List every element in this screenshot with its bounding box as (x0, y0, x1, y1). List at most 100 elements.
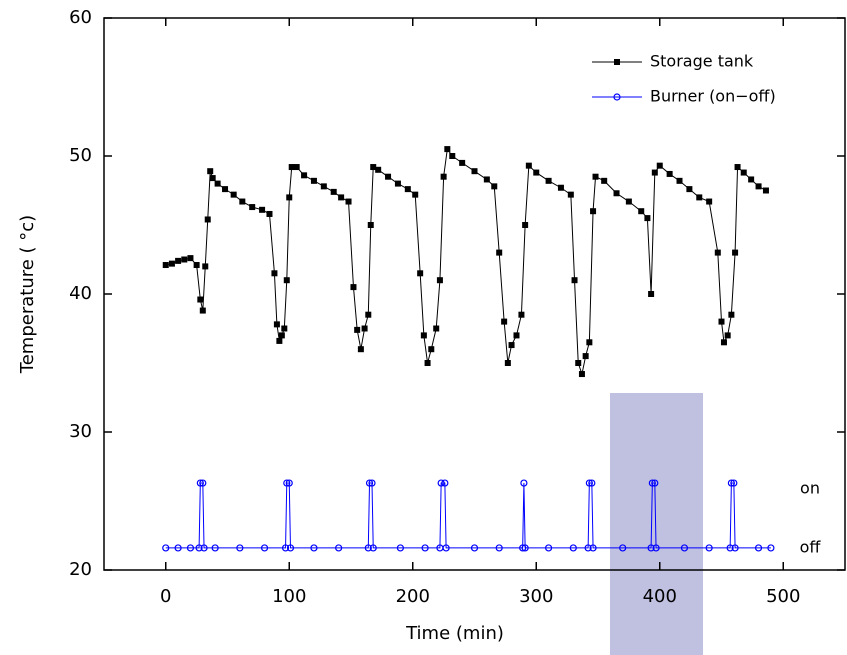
data-point (249, 204, 256, 211)
data-point (276, 337, 283, 344)
data-point (196, 479, 204, 487)
data-point (533, 169, 540, 176)
data-point (666, 170, 673, 177)
data-point (714, 249, 721, 256)
data-point (365, 479, 374, 487)
data-point (731, 544, 739, 552)
data-point (364, 544, 372, 552)
data-point (525, 162, 532, 169)
data-point (350, 284, 357, 291)
data-point (175, 257, 182, 264)
x-tick-label: 300 (519, 586, 553, 607)
data-point (762, 187, 769, 194)
data-point (236, 544, 244, 552)
data-point (706, 198, 713, 205)
y-axis-title: Temperature ( °c) (17, 215, 38, 374)
data-point (204, 216, 211, 223)
data-point (444, 146, 451, 153)
data-point (424, 360, 431, 366)
data-point (625, 198, 632, 205)
data-point (396, 544, 404, 552)
series-line (165, 147, 767, 376)
data-point (589, 544, 597, 552)
data-point (197, 296, 204, 303)
data-point (767, 544, 775, 552)
data-point (734, 164, 741, 171)
data-point (582, 353, 589, 360)
data-point (174, 544, 182, 552)
data-point (588, 479, 596, 487)
data-point (440, 173, 447, 180)
data-point (647, 544, 655, 552)
data-point (508, 342, 515, 349)
data-point (310, 177, 317, 184)
data-point (367, 222, 374, 228)
data-point (412, 191, 419, 198)
data-point (496, 249, 503, 256)
data-point (361, 325, 368, 332)
data-point (567, 191, 574, 198)
data-point (283, 277, 290, 284)
data-point (459, 159, 466, 166)
data-point (449, 153, 456, 159)
data-point (754, 544, 763, 552)
data-point (501, 318, 508, 325)
data-point (162, 262, 169, 269)
y-tick-label: 20 (69, 559, 92, 580)
data-point (186, 544, 195, 552)
data-point (648, 479, 656, 487)
data-point (651, 169, 658, 176)
data-point (357, 346, 364, 353)
data-point (718, 318, 725, 325)
y-tick-label: 30 (69, 421, 92, 442)
data-point (417, 270, 424, 277)
data-point (301, 172, 308, 179)
data-point (310, 544, 318, 552)
x-tick-label: 200 (396, 586, 430, 607)
data-point (437, 479, 445, 487)
data-point (420, 332, 427, 339)
data-point (732, 249, 739, 256)
data-point (259, 206, 266, 213)
data-point (728, 311, 735, 318)
data-point (705, 544, 713, 552)
data-point (471, 168, 478, 175)
data-point (335, 544, 343, 552)
x-tick-label: 100 (272, 586, 306, 607)
watermark-block (610, 393, 703, 655)
data-point (584, 544, 592, 552)
data-point (557, 184, 564, 191)
data-point (200, 544, 208, 552)
data-point (187, 255, 194, 262)
data-point (209, 175, 216, 182)
data-point (619, 544, 627, 552)
data-point (266, 210, 273, 217)
data-point (288, 164, 295, 171)
data-point (193, 262, 200, 269)
y-tick-label: 60 (69, 7, 92, 28)
data-point (441, 479, 449, 487)
data-point (285, 479, 293, 487)
annotation: on (800, 479, 820, 498)
y-tick-label: 50 (69, 145, 92, 166)
data-point (385, 173, 392, 180)
data-point (214, 180, 221, 187)
data-point (433, 325, 440, 332)
legend-label: Storage tank (650, 52, 754, 71)
data-point (571, 277, 578, 284)
data-point (230, 191, 237, 198)
data-point (613, 190, 620, 197)
data-point (286, 194, 293, 201)
y-tick-label: 40 (69, 283, 92, 304)
data-point (518, 311, 525, 318)
legend-marker (614, 59, 620, 65)
data-point (578, 371, 585, 378)
data-point (638, 208, 645, 215)
legend-label: Burner (on−off) (650, 87, 776, 106)
data-point (585, 479, 593, 487)
data-point (740, 169, 747, 176)
data-point (278, 332, 285, 339)
data-point (544, 544, 553, 552)
data-point (168, 260, 175, 267)
data-point (519, 544, 527, 552)
